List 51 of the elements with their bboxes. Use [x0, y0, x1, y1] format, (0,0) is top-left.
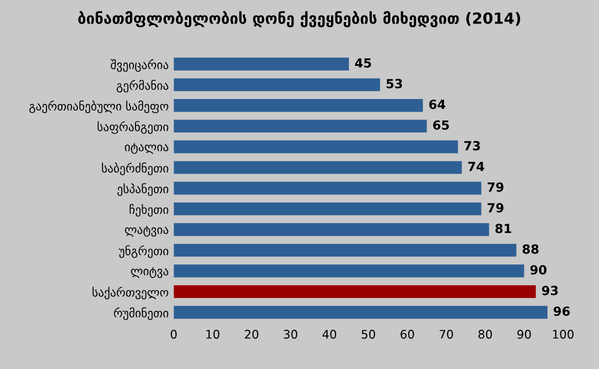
y-tick-label: შვეიცარია: [110, 59, 168, 72]
y-tick-label: ლიტვა: [130, 267, 168, 278]
x-tick-label: 40: [322, 330, 336, 339]
data-label: 93: [542, 286, 558, 296]
y-tick-label: საფრანგეთი: [98, 121, 168, 134]
bar: [174, 140, 458, 154]
y-tick-label: საბერძნეთი: [102, 162, 168, 176]
bar: [174, 285, 536, 298]
x-tick-label: 80: [478, 330, 492, 339]
x-tick-label: 50: [362, 330, 376, 339]
data-label: 45: [355, 58, 371, 68]
data-label: 81: [495, 224, 512, 234]
data-label: 74: [468, 162, 484, 171]
bar: [174, 99, 423, 112]
y-tick-label: იტალია: [124, 143, 168, 154]
y-tick-label: ესპანეთი: [118, 183, 168, 196]
data-label: 65: [433, 120, 449, 130]
x-tick-label: 70: [440, 330, 453, 339]
chart-title: ბინათმფლობელობის დონე ქვეყნების მიხედვით (2014): [78, 11, 520, 28]
bar: [174, 306, 548, 319]
data-label: 64: [429, 100, 446, 110]
bar: [174, 182, 482, 195]
bar: [174, 161, 462, 174]
x-tick-label: 100: [553, 330, 574, 339]
bar: [174, 78, 380, 92]
x-tick-label: 30: [284, 330, 298, 339]
bar: [174, 223, 490, 236]
data-label: 90: [530, 265, 546, 275]
y-tick-label: გერმანია: [116, 80, 168, 92]
bar: [174, 202, 482, 216]
data-label: 88: [522, 244, 539, 254]
bar: [174, 58, 349, 70]
y-tick-label: ლატვია: [124, 226, 168, 237]
bar: [174, 264, 524, 278]
y-tick-label: ჩეხეთი: [130, 204, 168, 217]
bar: [174, 244, 516, 257]
x-tick-label: 60: [400, 330, 414, 339]
data-label: 79: [488, 203, 504, 213]
data-label: 96: [554, 306, 570, 316]
y-tick-label: გაერთიანებული სამეფო: [29, 100, 168, 114]
x-tick-label: 0: [170, 330, 177, 339]
data-label: 79: [488, 182, 504, 192]
x-tick-label: 90: [517, 330, 531, 339]
data-label: 53: [386, 78, 402, 88]
data-label: 73: [464, 140, 480, 150]
y-tick-label: რუმინეთი: [114, 307, 168, 320]
bar: [174, 120, 427, 133]
x-tick-label: 20: [244, 330, 258, 339]
y-tick-label: უნგრეთი: [118, 245, 168, 258]
y-tick-label: საქართველო: [92, 286, 168, 300]
x-tick-label: 10: [206, 330, 220, 339]
